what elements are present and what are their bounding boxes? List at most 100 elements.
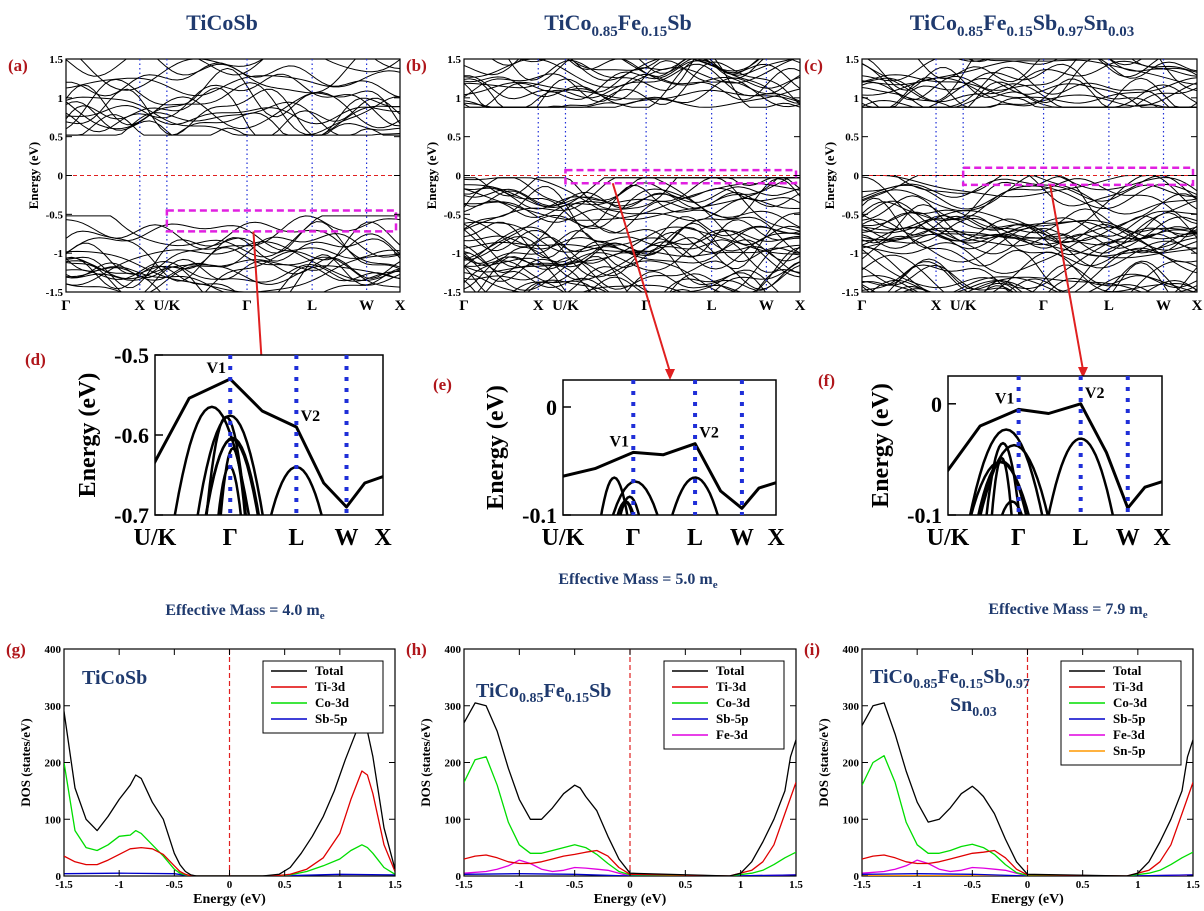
legend-label: Fe-3d [1113,727,1146,742]
x-tick-label: 1 [1135,879,1141,891]
conduction-band [464,76,800,105]
band-curve [1047,437,1115,515]
valence-band [464,188,800,260]
y-axis-label: DOS (states/eV) [816,718,831,806]
bands [862,59,1197,292]
plot-frame [947,375,1163,516]
valence-band [66,266,400,292]
kpoint-label: Γ [242,298,252,314]
kpoint-label: W [730,525,754,551]
subscript: 0.85 [957,24,983,40]
panel-label: (d) [25,350,46,369]
y-tick-label: 400 [445,644,462,656]
dos-panel-g: -1.5 -1 -0.5 0 0.5 1 1.5 0 100 200 300 400 Energy (e… [6,640,402,907]
y-tick-label: 100 [843,814,860,826]
kpoint-label: U/K [552,298,579,314]
dos-series-ti-3d [862,782,1193,876]
conduction-band [464,81,800,108]
conduction-band [66,73,400,133]
band-curve [671,476,720,515]
valence-band [581,284,683,292]
title-part: Fe [618,10,641,35]
dos-panel-h: -1.5 -1 -0.5 0 0.5 1 1.5 0 100 200 300 400 Energy (e… [406,640,803,907]
valence-band [862,262,1169,292]
conduction-band [66,78,400,136]
bands [464,59,800,292]
valence-band [862,212,1197,267]
kpoint-label: X [395,298,406,314]
valence-band [862,195,1197,254]
valence-band [485,270,610,292]
band-curve [269,465,323,515]
x-tick-label: -1 [115,879,124,891]
valence-band [870,278,1197,292]
x-axis-label: Energy (eV) [991,892,1064,907]
conduction-band [862,77,1197,108]
y-tick-label: 1.5 [447,54,461,66]
panel-label: (e) [433,375,452,394]
y-tick-label: 100 [445,814,462,826]
y-tick-label: 0 [854,871,860,883]
title-part: Sb [589,680,611,702]
conduction-band [79,59,400,91]
valence-band [464,257,800,290]
valence-band [862,178,1197,230]
highlight-box [165,209,398,233]
y-tick-label: 0 [58,171,64,183]
valence-band [862,245,1197,292]
x-tick-label: 0.5 [1076,879,1090,891]
dos-series-fe-3d [464,859,796,876]
effective-mass-label: Effective Mass = 4.0 me [165,602,324,622]
kpoint-label: X [1192,298,1203,314]
valence-band [464,177,800,231]
valence-band [464,177,800,248]
valence-band [464,230,800,273]
valence-band [862,275,1197,292]
kpoint-label: L [687,525,703,551]
subscript: e [1143,609,1148,621]
y-tick-label: 200 [843,758,860,770]
kpoint-label: X [374,525,392,551]
x-tick-label: -1 [515,879,524,891]
y-axis-label: Energy (eV) [75,373,101,498]
dos-series-ti-3d [64,770,395,876]
kpoint-label: Γ [626,525,641,551]
kpoint-label: Γ [1011,525,1026,551]
kpoint-label: X [767,525,785,551]
y-tick-label: -0.5 [114,343,149,368]
conduction-band [862,77,1197,108]
valence-band [66,221,400,289]
kpoint-label: U/K [950,298,977,314]
effective-mass-text: Effective Mass = 5.0 m [558,571,713,588]
plot-frame [562,379,777,516]
title-part: Fe [543,680,564,702]
valence-band [464,182,800,221]
y-tick-label: 1 [854,93,860,105]
legend-label: Total [716,663,745,678]
kpoint-label: L [288,525,304,551]
legend-label: Total [315,663,344,678]
band-curve [968,428,1044,515]
subscript: 0.15 [641,24,667,40]
valence-band [464,177,800,221]
valence-band [464,266,780,292]
valence-band [862,210,1197,244]
valley-label: V1 [206,360,226,377]
y-tick-label: -0.7 [114,503,149,528]
subscript: 0.85 [519,691,544,706]
x-tick-label: 1 [337,879,343,891]
title-part: Fe [937,666,958,688]
band-curve [948,402,1162,510]
title-part: Sn [1083,10,1107,35]
inline-title: Sn0.03 [950,694,997,720]
subscript: 0.85 [913,677,938,692]
band-curve [196,414,264,515]
subscript: 0.03 [972,705,997,720]
subscript: 0.15 [565,691,590,706]
y-tick-label: 1 [58,93,64,105]
valence-band [66,241,400,286]
kpoint-label: Γ [857,298,867,314]
panel-label: (a) [8,56,28,75]
conduction-band [638,59,765,79]
